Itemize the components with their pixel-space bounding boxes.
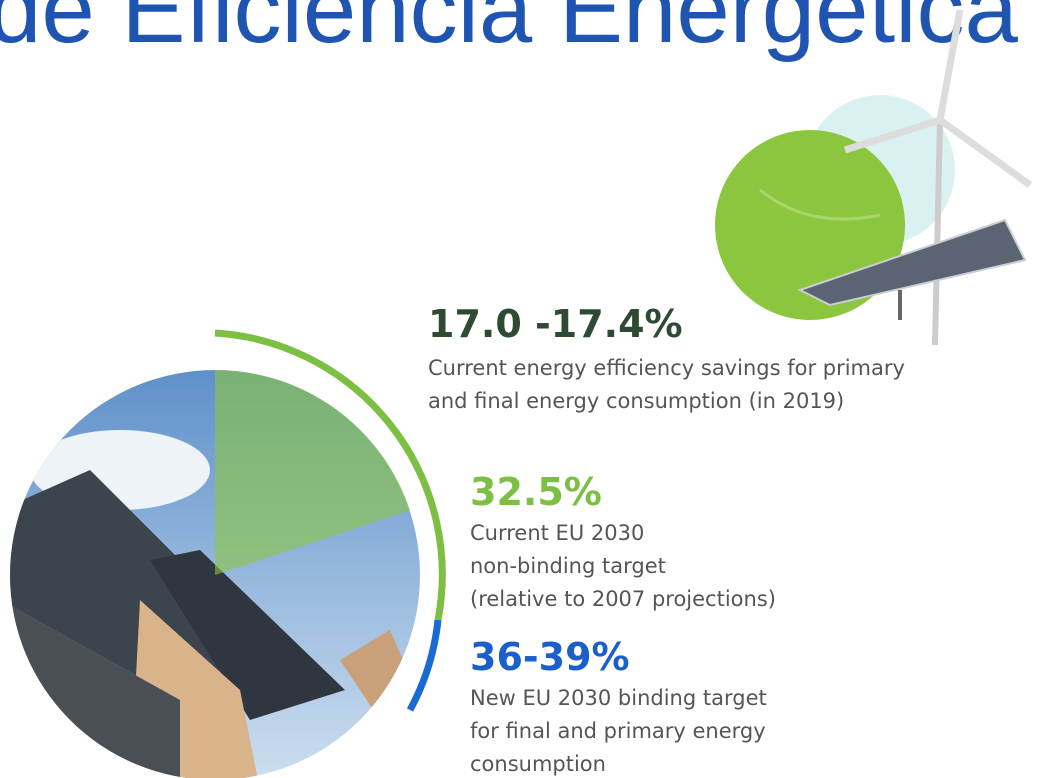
stat-description: for final and primary energy [470,719,766,743]
stat-description: and final energy consumption (in 2019) [428,389,844,413]
stat-description: New EU 2030 binding target [470,686,767,710]
stat-value: 32.5% [470,470,602,514]
stat-description: (relative to 2007 projections) [470,587,776,611]
stat-description: Current EU 2030 [470,521,644,545]
stat-description: non-binding target [470,554,666,578]
title: de Eficiência Energética [0,0,1019,63]
stat-description: Current energy efficiency savings for pr… [428,356,905,380]
blue-arc [410,620,438,710]
stat-value: 17.0 -17.4% [428,302,683,346]
stat-value: 36-39% [470,635,630,679]
page: de Eficiência Energética 17.0 -17.4% Cur… [0,0,1051,778]
stat-description: consumption [470,752,606,776]
infographic: de Eficiência Energética 17.0 -17.4% Cur… [0,0,1051,778]
